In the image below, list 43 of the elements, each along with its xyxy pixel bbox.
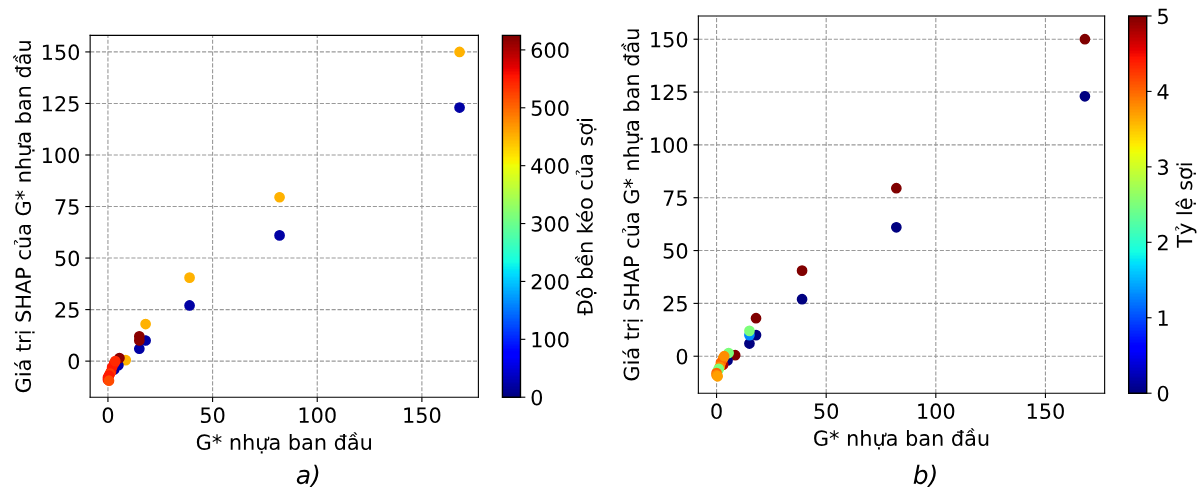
y-tick-label: 0 xyxy=(68,353,80,370)
y-tick-label: 75 xyxy=(663,190,687,206)
color-bar-label: 1 xyxy=(1158,310,1168,326)
color-bar-title: Tỷ lệ sợi xyxy=(1175,163,1197,248)
color-bar-label: 500 xyxy=(531,100,569,116)
y-tick-label: 150 xyxy=(42,44,80,61)
color-bar-label: 2 xyxy=(1157,234,1168,251)
text: a) xyxy=(296,464,319,488)
y-tick-label: 25 xyxy=(55,302,79,318)
x-tick-label: 50 xyxy=(200,407,225,424)
color-bar-label: 5 xyxy=(1158,8,1168,25)
x-axis-title: G* nhựa ban đầu xyxy=(814,428,989,450)
text: b) xyxy=(913,464,936,488)
y-axis-title: Giá trị SHAP của G* nhựa ban đầu xyxy=(621,29,643,381)
x-tick-label: 100 xyxy=(299,407,336,424)
x-tick-label: 100 xyxy=(918,403,955,420)
color-bar-label: 600 xyxy=(531,42,569,59)
y-tick-label: 125 xyxy=(42,95,79,112)
x-tick-label: 150 xyxy=(1027,403,1064,420)
color-bar-label: 0 xyxy=(1157,385,1169,402)
color-bar-label: 3 xyxy=(1158,159,1169,176)
x-axis-title: G* nhựa ban đầu xyxy=(196,432,371,454)
y-tick-label: 150 xyxy=(651,31,688,48)
color-bar-label: 0 xyxy=(531,389,543,406)
y-tick-label: 50 xyxy=(663,243,688,259)
y-tick-label: 50 xyxy=(55,250,80,267)
y-tick-label: 75 xyxy=(55,199,79,215)
color-bar-label: 400 xyxy=(531,158,569,174)
color-bar-title: Độ bền kéo của sợi xyxy=(574,119,597,316)
y-tick-label: 25 xyxy=(663,295,687,312)
color-bar-label: 300 xyxy=(531,216,569,232)
color-bar-label: 4 xyxy=(1157,84,1169,100)
y-tick-label: 100 xyxy=(651,137,688,154)
y-axis-title: Giá trị SHAP của G* nhựa ban đầu xyxy=(13,41,35,393)
x-tick-label: 50 xyxy=(814,403,839,420)
y-tick-label: 100 xyxy=(42,147,80,164)
color-bar-label: 100 xyxy=(532,331,569,348)
y-tick-label: 0 xyxy=(676,348,688,365)
y-tick-label: 125 xyxy=(651,84,687,101)
x-tick-label: 0 xyxy=(711,403,722,420)
x-tick-label: 0 xyxy=(102,407,114,424)
color-bar-label: 200 xyxy=(531,273,569,290)
x-tick-label: 150 xyxy=(404,407,441,424)
